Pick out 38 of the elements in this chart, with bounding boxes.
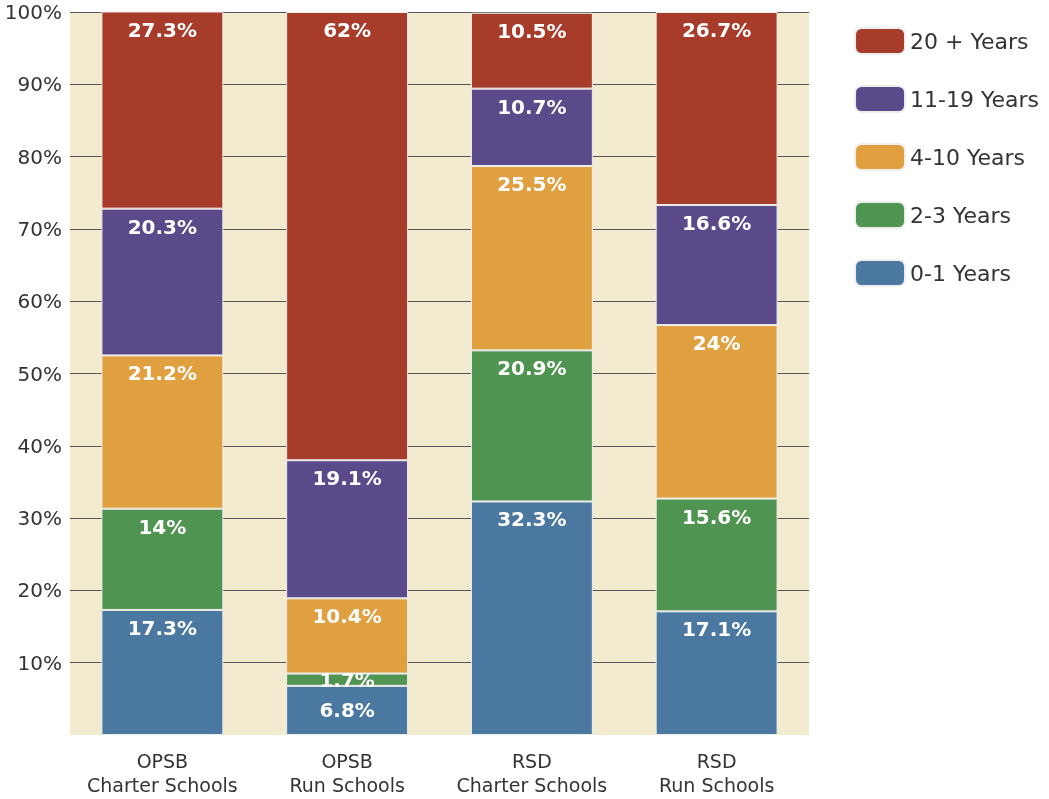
y-tick-label: 40% — [17, 433, 62, 458]
legend-label: 11-19 Years — [910, 86, 1040, 112]
data-label: 21.2% — [127, 361, 198, 386]
y-tick-label: 100% — [4, 0, 62, 24]
y-tick-label: 70% — [17, 216, 62, 241]
y-tick-label: 30% — [17, 506, 62, 531]
data-label: 6.8% — [319, 698, 375, 723]
x-tick-label: RSD Run Schools — [658, 750, 775, 796]
data-label: 17.3% — [127, 615, 198, 640]
x-tick-label: RSD Charter Schools — [456, 750, 608, 796]
data-label: 20.9% — [497, 356, 567, 381]
data-label: 32.3% — [497, 507, 567, 532]
data-label: 62% — [323, 18, 372, 42]
data-label: 14% — [138, 514, 187, 539]
data-label: 26.7% — [681, 18, 752, 42]
data-label: 20.3% — [127, 214, 198, 239]
legend-label: 2-3 Years — [910, 202, 1012, 228]
data-label: 16.6% — [681, 211, 752, 236]
y-tick-label: 80% — [17, 144, 62, 169]
y-tick-label: 90% — [17, 72, 62, 97]
y-tick-label: 20% — [17, 578, 62, 603]
data-label: 15.6% — [681, 504, 752, 529]
legend-label: 20 + Years — [910, 28, 1029, 54]
data-label: 10.5% — [497, 18, 567, 43]
data-label: 10.7% — [497, 94, 567, 119]
legend-label: 4-10 Years — [910, 144, 1026, 170]
x-tick-label: OPSB Charter Schools — [87, 750, 238, 796]
data-label: 19.1% — [312, 466, 382, 491]
y-tick-label: 60% — [17, 289, 62, 314]
y-tick-label: 10% — [17, 650, 62, 675]
data-label: 24% — [692, 331, 741, 356]
data-label: 10.4% — [312, 604, 382, 629]
legend-label: 0-1 Years — [910, 260, 1012, 286]
data-label: 27.3% — [127, 17, 198, 42]
data-label: 25.5% — [497, 172, 567, 196]
y-tick-label: 50% — [17, 361, 62, 386]
data-label: 17.1% — [681, 617, 752, 642]
x-tick-label: OPSB Run Schools — [289, 750, 405, 796]
